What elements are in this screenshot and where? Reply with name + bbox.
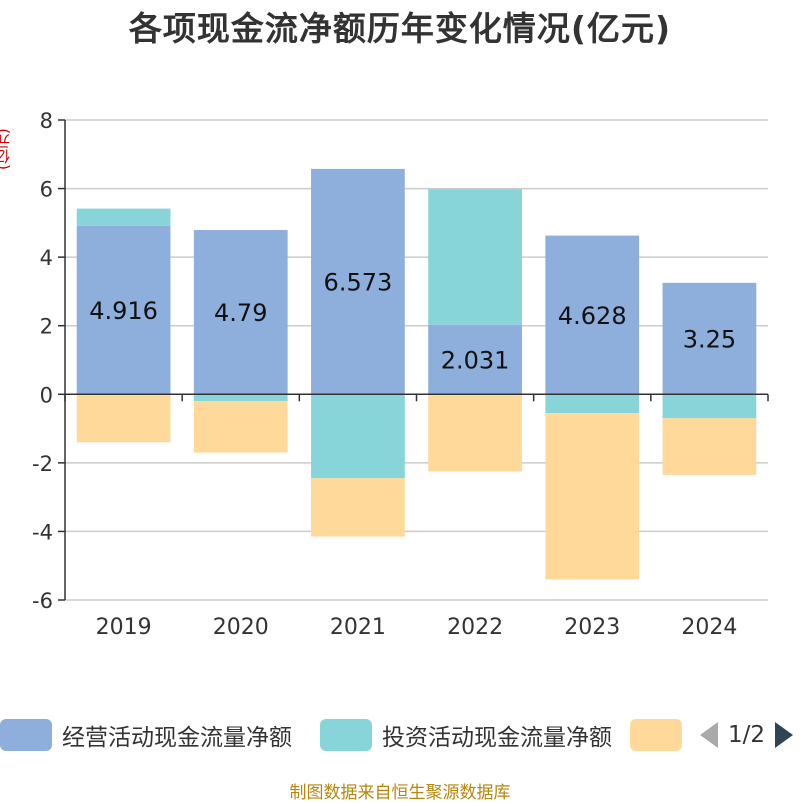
x-tick-label: 2019: [96, 615, 152, 640]
bar-operating-2020: [193, 230, 288, 395]
pager-next-icon[interactable]: [775, 722, 794, 748]
pager-page-indicator: 1/2: [728, 722, 766, 748]
y-tick-label: -6: [32, 589, 53, 613]
bar-financing-2020: [193, 401, 288, 453]
y-tick-label: -2: [32, 452, 53, 476]
bar-financing-2021: [311, 478, 405, 537]
data-source-note: 制图数据来自恒生聚源数据库: [289, 783, 511, 803]
bar-investing-2023: [545, 394, 640, 414]
bar-financing-2019: [76, 394, 171, 443]
legend-swatch-operating: [0, 719, 52, 751]
bar-operating-2023: [545, 235, 640, 395]
y-tick-label: -4: [32, 520, 53, 544]
bar-operating-2019: [76, 225, 171, 395]
x-tick-label: 2023: [564, 615, 620, 640]
legend-label-operating: 经营活动现金流量净额: [62, 725, 292, 751]
legend-item-financing[interactable]: [630, 717, 682, 753]
legend-item-investing[interactable]: 投资活动现金流量净额: [320, 717, 612, 753]
legend-item-operating[interactable]: 经营活动现金流量净额: [0, 717, 292, 753]
y-tick-label: 2: [40, 315, 53, 339]
x-tick-label: 2021: [330, 615, 386, 640]
x-tick-label: 2024: [681, 615, 737, 640]
bar-investing-2020: [193, 394, 288, 402]
pager-prev-icon[interactable]: [700, 722, 718, 748]
legend-label-investing: 投资活动现金流量净额: [382, 725, 612, 751]
bar-financing-2022: [428, 394, 522, 472]
data-label: 4.79: [214, 299, 267, 327]
data-label: 4.628: [558, 302, 627, 330]
bar-investing-2022: [428, 189, 522, 325]
data-label: 2.031: [441, 346, 510, 374]
legend-swatch-investing: [320, 719, 372, 751]
legend-pager: 1/2: [700, 718, 794, 752]
y-tick-label: 0: [40, 383, 53, 407]
bar-financing-2023: [545, 413, 640, 580]
chart-legend: 经营活动现金流量净额 投资活动现金流量净额: [0, 717, 800, 753]
bar-operating-2024: [662, 282, 757, 395]
y-tick-label: 4: [40, 246, 53, 270]
bar-investing-2019: [76, 208, 171, 226]
x-tick-label: 2020: [213, 615, 269, 640]
legend-swatch-financing: [630, 719, 682, 751]
bar-chart: -6 -4 -2 0 2 4 6 8 2019 2020 2021 2022 2023 2024 4.91…: [32, 109, 769, 640]
bar-operating-2021: [311, 168, 405, 395]
bar-financing-2024: [662, 418, 757, 475]
bar-investing-2021: [311, 394, 405, 479]
data-label: 6.573: [324, 269, 393, 297]
data-label: 4.916: [89, 297, 158, 325]
data-label: 3.25: [683, 326, 736, 354]
chart-title: 各项现金流净额历年变化情况(亿元): [128, 9, 672, 48]
bar-investing-2024: [662, 394, 757, 419]
y-tick-label: 8: [40, 109, 53, 133]
x-tick-label: 2022: [447, 615, 503, 640]
y-tick-label: 6: [40, 178, 53, 202]
bar-operating-2022: [428, 324, 522, 395]
